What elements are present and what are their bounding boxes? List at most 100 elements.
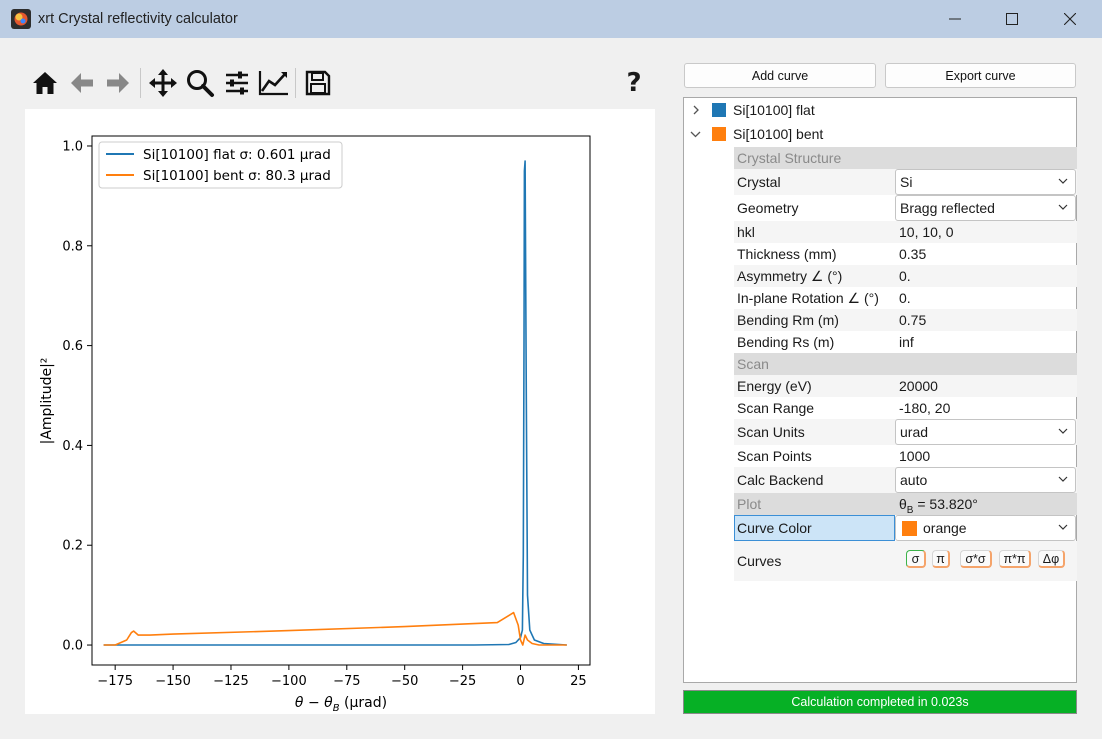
- reflectivity-chart: −175 −150 −125 −100 −75 −50 −25 0 25 0.0 0.2 0.4 0.6…: [39, 135, 591, 714]
- save-button[interactable]: [301, 66, 335, 100]
- legend-box: [98, 141, 343, 189]
- plot-canvas[interactable]: −175 −150 −125 −100 −75 −50 −25 0 25 0.0 0.2 0.4 0.6…: [25, 109, 655, 714]
- y-axis-label: |Amplitude|²: [39, 358, 55, 445]
- crystal-dropdown[interactable]: Si: [895, 169, 1076, 195]
- maximize-icon: [1006, 13, 1018, 25]
- back-button[interactable]: [65, 66, 99, 100]
- curve-color-dropdown[interactable]: orange: [895, 515, 1076, 541]
- subplots-button[interactable]: [220, 66, 254, 100]
- section-label: Plot: [737, 496, 762, 512]
- x-tick-label: −50: [391, 674, 418, 689]
- prop-label: Calc Backend: [737, 472, 824, 488]
- tree-item-bent[interactable]: Si[10100] bent: [684, 122, 1076, 146]
- curve-swatch: [712, 127, 726, 141]
- prop-value[interactable]: 0.: [899, 268, 911, 284]
- scan-units-dropdown[interactable]: urad: [895, 419, 1076, 445]
- x-label-main: θ − θ: [295, 695, 333, 711]
- edit-axis-button[interactable]: [256, 66, 290, 100]
- prop-value[interactable]: 0.35: [899, 246, 927, 262]
- chevron-down-icon: [1058, 476, 1068, 482]
- pan-button[interactable]: [146, 66, 180, 100]
- prop-value[interactable]: 10, 10, 0: [899, 224, 954, 240]
- legend-label: Si[10100] bent σ: 80.3 μrad: [143, 168, 331, 184]
- curve-name: Si[10100] bent: [733, 126, 824, 142]
- curve-toggle-phase[interactable]: Δφ: [1038, 550, 1065, 568]
- curve-color-label-cell[interactable]: Curve Color: [734, 515, 895, 541]
- dropdown-value: Bragg reflected: [900, 200, 995, 216]
- curve-swatch: [712, 103, 726, 117]
- prop-scan-range[interactable]: Scan Range -180, 20: [734, 397, 1077, 419]
- home-icon: [33, 72, 57, 94]
- prop-value[interactable]: 0.75: [899, 312, 927, 328]
- dropdown-value: Si: [900, 174, 913, 190]
- forward-arrow-icon: [107, 73, 129, 93]
- prop-asymmetry[interactable]: Asymmetry ∠ (°) 0.: [734, 265, 1077, 287]
- prop-label: Scan Units: [737, 424, 805, 440]
- status-bar: Calculation completed in 0.023s: [683, 690, 1077, 714]
- legend-label: Si[10100] flat σ: 0.601 μrad: [143, 147, 331, 163]
- close-button[interactable]: [1041, 0, 1099, 38]
- prop-curve-color: Curve Color orange: [734, 515, 1077, 541]
- prop-calc-backend: Calc Backend auto: [734, 467, 1077, 493]
- prop-curves: Curves σ π σ*σ π*π Δφ: [734, 541, 1077, 581]
- prop-thickness[interactable]: Thickness (mm) 0.35: [734, 243, 1077, 265]
- chevron-right-icon[interactable]: [691, 105, 701, 115]
- y-tick-label: 0.0: [62, 639, 83, 654]
- pan-icon: [149, 69, 177, 97]
- series-line-0: [103, 160, 567, 646]
- prop-scan-points[interactable]: Scan Points 1000: [734, 445, 1077, 467]
- prop-scan-units: Scan Units urad: [734, 419, 1077, 445]
- prop-value[interactable]: 20000: [899, 378, 938, 394]
- help-icon: ?: [626, 68, 642, 98]
- section-crystal-structure: Crystal Structure: [734, 147, 1077, 169]
- export-curve-button[interactable]: Export curve: [885, 63, 1076, 88]
- curve-toggle-pi-pi[interactable]: π*π: [999, 550, 1031, 568]
- prop-value[interactable]: -180, 20: [899, 400, 951, 416]
- curve-toggle-sigma-sigma[interactable]: σ*σ: [960, 550, 992, 568]
- chevron-down-icon[interactable]: [690, 129, 701, 139]
- curve-tree[interactable]: Si[10100] flat Si[10100] bent Crystal St…: [683, 97, 1077, 683]
- tree-item-flat[interactable]: Si[10100] flat: [684, 98, 1076, 122]
- title-bar: xrt Crystal reflectivity calculator: [0, 0, 1102, 38]
- section-plot: Plot θB = 53.820°: [734, 493, 1077, 516]
- curve-toggle-sigma[interactable]: σ: [906, 550, 926, 568]
- prop-value[interactable]: 0.: [899, 290, 911, 306]
- forward-button[interactable]: [101, 66, 135, 100]
- zoom-button[interactable]: [183, 66, 217, 100]
- prop-bending-rm[interactable]: Bending Rm (m) 0.75: [734, 309, 1077, 331]
- curve-toggle-pi[interactable]: π: [932, 550, 950, 568]
- help-button[interactable]: ?: [617, 66, 651, 100]
- prop-label: Crystal: [737, 174, 781, 190]
- chevron-down-icon: [1058, 524, 1068, 530]
- x-tick-label: −75: [333, 674, 360, 689]
- prop-value[interactable]: inf: [899, 334, 914, 350]
- geometry-dropdown[interactable]: Bragg reflected: [895, 195, 1076, 221]
- add-curve-button[interactable]: Add curve: [684, 63, 876, 88]
- prop-label: Bending Rs (m): [737, 334, 835, 350]
- section-scan: Scan: [734, 353, 1077, 375]
- toolbar-separator: [295, 68, 296, 98]
- prop-label: Bending Rm (m): [737, 312, 839, 328]
- prop-label: Scan Points: [737, 448, 812, 464]
- prop-value[interactable]: 1000: [899, 448, 931, 464]
- window-title: xrt Crystal reflectivity calculator: [38, 11, 238, 27]
- x-tick-label: −100: [271, 674, 307, 689]
- theta-subscript: B: [906, 504, 914, 516]
- prop-energy[interactable]: Energy (eV) 20000: [734, 375, 1077, 397]
- section-label: Crystal Structure: [737, 150, 842, 166]
- home-button[interactable]: [28, 66, 62, 100]
- minimize-button[interactable]: [926, 0, 984, 38]
- theta-symbol: θ: [899, 496, 907, 512]
- x-label-sub: B: [333, 703, 340, 714]
- edit-axis-icon: [258, 71, 288, 96]
- dropdown-value: orange: [923, 520, 967, 536]
- y-tick-label: 0.4: [62, 439, 83, 454]
- prop-label: In-plane Rotation ∠ (°): [737, 290, 879, 306]
- maximize-button[interactable]: [983, 0, 1041, 38]
- axes-frame: [91, 135, 591, 666]
- prop-inplane-rotation[interactable]: In-plane Rotation ∠ (°) 0.: [734, 287, 1077, 309]
- prop-hkl[interactable]: hkl 10, 10, 0: [734, 221, 1077, 243]
- prop-bending-rs[interactable]: Bending Rs (m) inf: [734, 331, 1077, 353]
- y-tick-label: 0.8: [62, 239, 83, 254]
- calc-backend-dropdown[interactable]: auto: [895, 467, 1076, 493]
